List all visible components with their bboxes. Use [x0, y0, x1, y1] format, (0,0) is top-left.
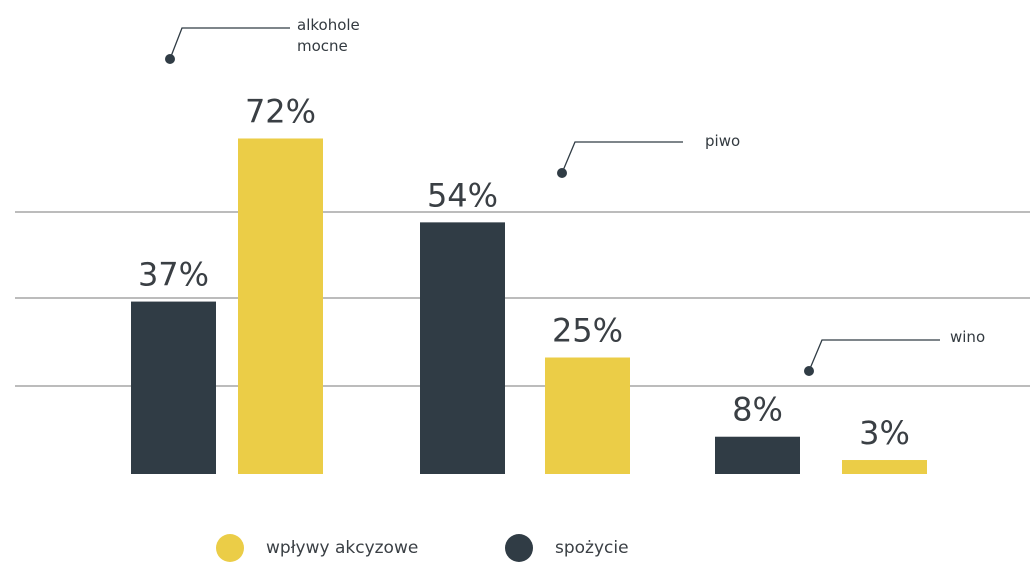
- category-label-1-line-1: alkohole: [297, 16, 360, 34]
- bar-consumption-2: [420, 222, 505, 474]
- value-label-excise-1: 72%: [245, 92, 316, 130]
- value-label-consumption-3: 8%: [732, 391, 783, 429]
- legend-item-excise: wpływy akcyzowe: [216, 534, 418, 562]
- legend-swatch-excise: [216, 534, 244, 562]
- bar-excise-2: [545, 357, 630, 474]
- category-label-3-line-1: wino: [950, 328, 985, 346]
- legend-label-consumption: spożycie: [555, 538, 629, 558]
- value-label-consumption-1: 37%: [138, 256, 209, 294]
- value-label-excise-3: 3%: [859, 414, 910, 452]
- callout-dot-3: [804, 366, 814, 376]
- callout-dot-2: [557, 168, 567, 178]
- bar-excise-1: [238, 138, 323, 475]
- category-label-2-line-1: piwo: [705, 132, 740, 150]
- legend-item-consumption: spożycie: [505, 534, 629, 562]
- category-label-1-line-2: mocne: [297, 37, 348, 55]
- value-label-consumption-2: 54%: [427, 176, 498, 214]
- value-label-excise-2: 25%: [552, 312, 623, 350]
- callout-line-2: [561, 141, 683, 174]
- legend-label-excise: wpływy akcyzowe: [266, 538, 419, 558]
- callout-dot-1: [165, 54, 175, 64]
- bar-consumption-3: [715, 436, 800, 474]
- legend-swatch-consumption: [505, 534, 533, 562]
- bar-excise-3: [842, 460, 927, 474]
- bar-consumption-1: [131, 301, 216, 474]
- callout-line-1: [169, 27, 290, 60]
- callout-line-3: [808, 339, 940, 372]
